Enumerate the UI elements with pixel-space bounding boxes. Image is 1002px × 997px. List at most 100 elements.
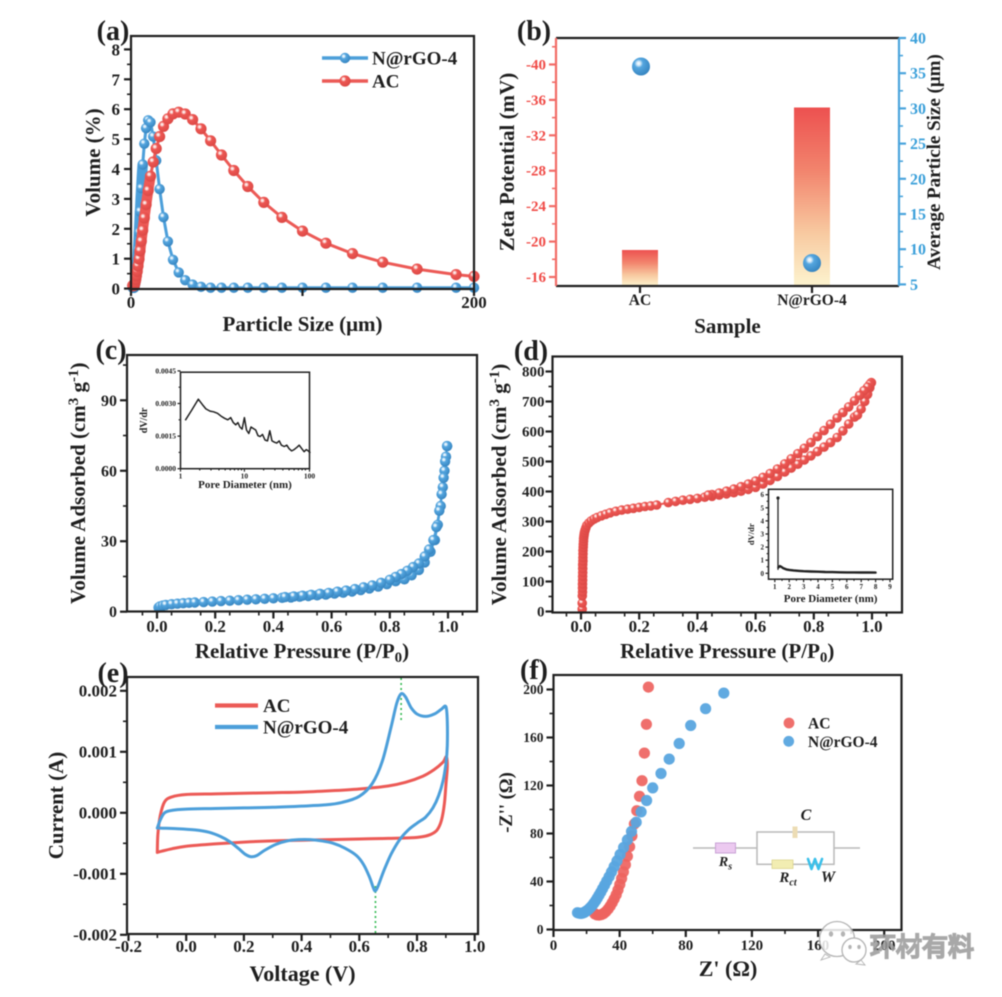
svg-text:80: 80: [678, 938, 693, 954]
svg-text:-40: -40: [526, 57, 546, 73]
svg-text:9: 9: [888, 583, 892, 591]
svg-text:AC: AC: [263, 696, 290, 717]
svg-text:30: 30: [101, 534, 117, 551]
svg-text:0.0030: 0.0030: [155, 399, 176, 408]
svg-text:2: 2: [761, 544, 765, 552]
svg-text:-0.002: -0.002: [73, 925, 117, 944]
svg-text:-24: -24: [526, 199, 546, 215]
svg-text:Voltage (V): Voltage (V): [249, 961, 355, 986]
svg-text:0.8: 0.8: [803, 617, 824, 636]
svg-text:(f): (f): [520, 655, 548, 686]
svg-text:0: 0: [127, 293, 136, 312]
svg-text:dV/dr: dV/dr: [746, 523, 756, 545]
svg-text:1: 1: [761, 557, 765, 565]
svg-text:0.6: 0.6: [349, 937, 370, 956]
svg-text:0.0: 0.0: [176, 937, 197, 956]
svg-text:0.4: 0.4: [291, 937, 313, 956]
svg-text:0.0015: 0.0015: [155, 432, 176, 441]
svg-text:Pore Diameter (nm): Pore Diameter (nm): [784, 593, 878, 605]
svg-text:3: 3: [112, 190, 121, 209]
svg-text:10: 10: [910, 242, 926, 259]
svg-text:30: 30: [910, 101, 926, 118]
svg-text:Zeta Potential (mV): Zeta Potential (mV): [495, 73, 519, 251]
svg-text:0.0: 0.0: [570, 617, 591, 636]
svg-text:0.4: 0.4: [687, 617, 709, 636]
svg-text:7: 7: [112, 70, 121, 89]
svg-text:40: 40: [530, 874, 544, 889]
svg-text:600: 600: [522, 425, 545, 441]
svg-text:-36: -36: [526, 93, 546, 109]
svg-text:700: 700: [522, 395, 545, 411]
svg-text:10: 10: [241, 472, 249, 481]
svg-text:5: 5: [910, 277, 918, 294]
svg-text:200: 200: [522, 545, 545, 561]
svg-text:25: 25: [910, 136, 926, 153]
svg-text:0.4: 0.4: [263, 617, 285, 636]
svg-text:40: 40: [612, 938, 627, 954]
svg-text:15: 15: [910, 207, 926, 224]
svg-text:0.0: 0.0: [146, 617, 167, 636]
svg-text:Z' (Ω): Z' (Ω): [699, 956, 758, 981]
svg-text:200: 200: [873, 938, 896, 954]
svg-text:0.002: 0.002: [79, 681, 117, 700]
svg-text:0.8: 0.8: [406, 937, 427, 956]
svg-text:环材有料: 环材有料: [870, 932, 974, 962]
svg-text:120: 120: [741, 938, 764, 954]
svg-text:4: 4: [112, 160, 121, 179]
svg-text:120: 120: [523, 778, 544, 793]
svg-text:0: 0: [537, 605, 545, 621]
svg-text:200: 200: [461, 293, 487, 312]
svg-text:-32: -32: [526, 128, 546, 144]
svg-text:(e): (e): [97, 658, 128, 689]
svg-text:1.0: 1.0: [464, 937, 485, 956]
svg-text:Particle Size (μm): Particle Size (μm): [223, 312, 383, 336]
svg-text:0.6: 0.6: [321, 617, 342, 636]
svg-text:N@rGO-4: N@rGO-4: [777, 292, 847, 309]
svg-text:0.001: 0.001: [79, 742, 117, 761]
svg-text:0.000: 0.000: [79, 803, 117, 822]
svg-text:C: C: [801, 807, 812, 824]
svg-text:100: 100: [304, 472, 316, 481]
svg-text:(a): (a): [97, 16, 130, 47]
svg-text:W: W: [821, 869, 837, 886]
svg-text:1.0: 1.0: [437, 617, 458, 636]
svg-text:800: 800: [522, 365, 545, 381]
svg-text:Pore Diameter (nm): Pore Diameter (nm): [198, 479, 292, 491]
svg-text:0.2: 0.2: [629, 617, 650, 636]
svg-text:-16: -16: [526, 270, 546, 286]
svg-text:Volume Adsorbed (cm3 g-1): Volume Adsorbed (cm3 g-1): [66, 363, 90, 604]
svg-text:0: 0: [112, 280, 121, 299]
svg-text:1: 1: [179, 472, 183, 481]
svg-text:N@rGO-4: N@rGO-4: [808, 734, 878, 751]
svg-text:2: 2: [112, 220, 121, 239]
svg-text:35: 35: [910, 66, 926, 83]
svg-text:500: 500: [522, 455, 545, 471]
svg-text:60: 60: [101, 463, 117, 480]
svg-text:6: 6: [112, 100, 121, 119]
svg-text:400: 400: [522, 485, 545, 501]
svg-text:Sample: Sample: [694, 314, 761, 338]
svg-text:2: 2: [787, 583, 791, 591]
svg-text:AC: AC: [372, 72, 399, 93]
svg-text:5: 5: [761, 504, 765, 512]
svg-text:1.0: 1.0: [861, 617, 882, 636]
svg-text:3: 3: [761, 531, 765, 539]
svg-text:-Z'' (Ω): -Z'' (Ω): [497, 772, 517, 833]
svg-text:N@rGO-4: N@rGO-4: [372, 49, 458, 70]
svg-text:(d): (d): [514, 336, 548, 367]
svg-text:Relative Pressure (P/P0): Relative Pressure (P/P0): [620, 639, 834, 666]
svg-text:N@rGO-4: N@rGO-4: [263, 718, 349, 739]
svg-text:0.2: 0.2: [233, 937, 254, 956]
svg-text:-0.2: -0.2: [115, 937, 142, 956]
svg-text:90: 90: [101, 393, 117, 410]
svg-text:0.0045: 0.0045: [155, 366, 176, 375]
svg-text:1: 1: [773, 583, 777, 591]
svg-text:0.8: 0.8: [379, 617, 400, 636]
svg-text:4: 4: [816, 583, 820, 591]
svg-text:0.6: 0.6: [745, 617, 766, 636]
svg-text:0.2: 0.2: [205, 617, 226, 636]
svg-text:3: 3: [802, 583, 806, 591]
svg-text:6: 6: [761, 491, 765, 499]
svg-text:0: 0: [761, 570, 765, 578]
svg-text:dV/dr: dV/dr: [139, 407, 150, 433]
